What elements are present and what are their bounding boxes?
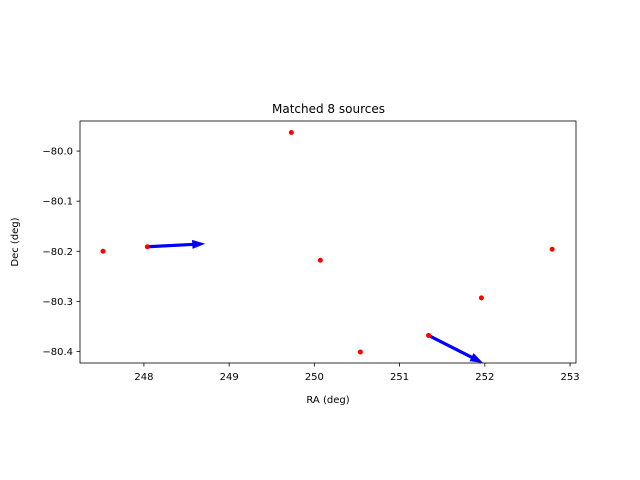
y-tick-label: −80.3 (42, 297, 73, 308)
data-point (317, 257, 323, 263)
x-tick-label: 249 (220, 372, 239, 383)
data-point (478, 295, 484, 301)
x-tick-label: 250 (305, 372, 324, 383)
data-point (426, 332, 432, 338)
x-axis-label: RA (deg) (306, 395, 349, 406)
data-point (357, 349, 363, 355)
x-tick-label: 252 (475, 372, 494, 383)
y-axis-label: Dec (deg) (10, 217, 21, 266)
y-tick-label: −80.0 (42, 147, 73, 158)
x-tick-label: 253 (560, 372, 579, 383)
y-tick-label: −80.4 (42, 347, 73, 358)
vector-arrow (147, 239, 206, 249)
vectors-layer (147, 239, 484, 363)
data-point (288, 130, 294, 136)
y-tick-label: −80.1 (42, 197, 73, 208)
y-axis: −80.0 −80.1 −80.2 −80.3 −80.4 (42, 147, 80, 358)
plot-frame (79, 120, 577, 364)
points-layer (100, 130, 555, 355)
chart-title: Matched 8 sources (272, 102, 385, 116)
x-tick-label: 248 (134, 372, 153, 383)
vector-arrow (427, 334, 484, 363)
x-axis: 248 249 250 251 252 253 (134, 363, 580, 383)
data-point (549, 246, 555, 252)
x-tick-label: 251 (390, 372, 409, 383)
y-tick-label: −80.2 (42, 247, 73, 258)
data-point (100, 248, 106, 254)
data-point (144, 244, 150, 250)
